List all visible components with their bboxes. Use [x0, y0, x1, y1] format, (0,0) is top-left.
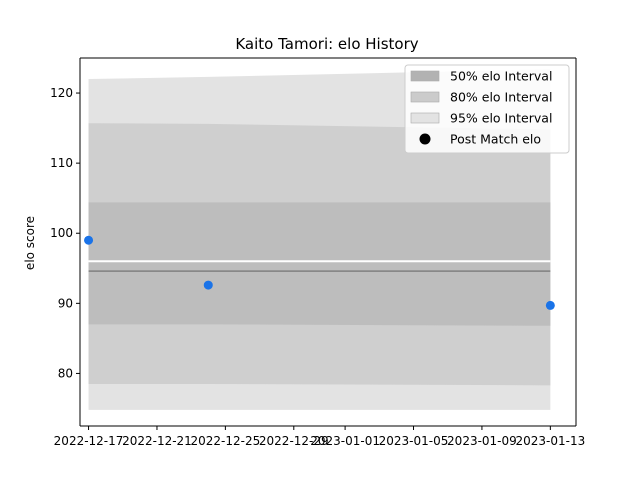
- y-tick-label: 80: [58, 366, 73, 380]
- post-match-elo-point: [84, 236, 93, 245]
- x-tick-label: 2022-12-25: [191, 434, 261, 448]
- x-tick-label: 2023-01-09: [447, 434, 517, 448]
- x-axis: 2022-12-172022-12-212022-12-252022-12-29…: [54, 426, 586, 448]
- legend-swatch: [411, 113, 439, 123]
- legend-label: 95% elo Interval: [450, 111, 552, 126]
- chart-title: Kaito Tamori: elo History: [235, 35, 418, 53]
- x-tick-label: 2022-12-21: [122, 434, 192, 448]
- legend-swatch: [411, 71, 439, 81]
- legend-label: 80% elo Interval: [450, 90, 552, 105]
- y-tick-label: 90: [58, 296, 73, 310]
- post-match-elo-point: [546, 301, 555, 310]
- legend-marker: [420, 134, 431, 145]
- legend: 50% elo Interval 80% elo Interval 95% elo …: [405, 65, 569, 153]
- y-tick-label: 110: [50, 156, 73, 170]
- x-tick-label: 2023-01-05: [379, 434, 449, 448]
- x-tick-label: 2023-01-01: [310, 434, 380, 448]
- post-match-elo-point: [204, 281, 213, 290]
- legend-label: Post Match elo: [450, 132, 541, 147]
- legend-label: 50% elo Interval: [450, 69, 552, 84]
- legend-swatch: [411, 92, 439, 102]
- x-tick-label: 2023-01-13: [515, 434, 585, 448]
- y-axis-label: elo score: [23, 216, 37, 270]
- y-axis: 80 90 100 110 120: [50, 86, 80, 380]
- x-tick-label: 2022-12-17: [54, 434, 124, 448]
- y-tick-label: 100: [50, 226, 73, 240]
- interval-band-2: [89, 202, 551, 325]
- y-tick-label: 120: [50, 86, 73, 100]
